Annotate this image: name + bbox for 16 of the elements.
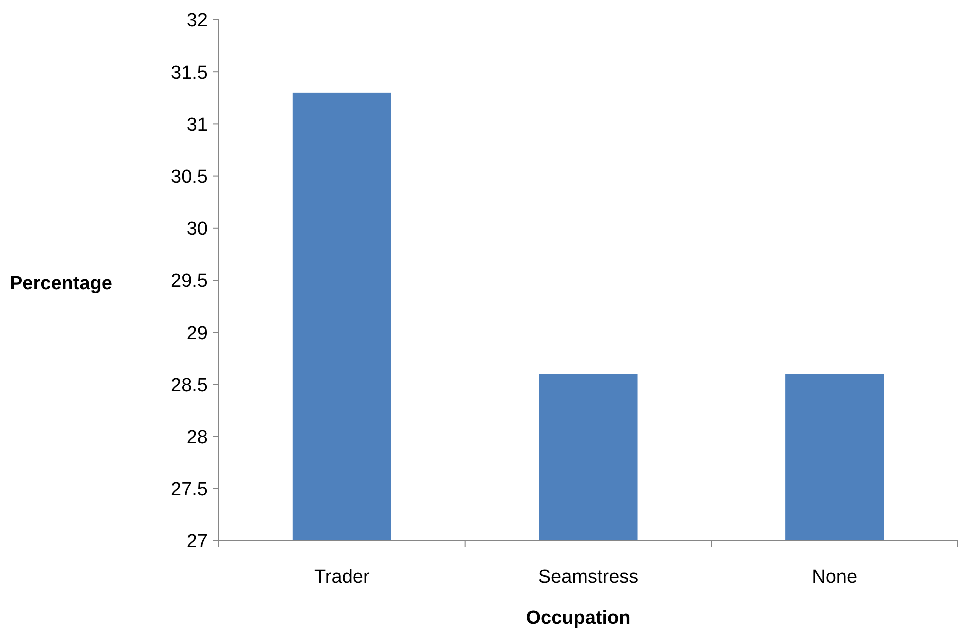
y-tick-label: 28: [186, 427, 208, 448]
y-tick-label: 31.5: [171, 62, 208, 84]
y-tick-label: 29.5: [171, 271, 208, 292]
y-tick-label: 31: [186, 114, 208, 136]
x-tick-label: Trader: [314, 567, 370, 588]
y-tick-label: 30: [186, 219, 208, 240]
x-tick-label: Seamstress: [538, 567, 639, 588]
y-tick-label: 28.5: [171, 375, 208, 396]
y-tick-label: 30.5: [171, 166, 208, 188]
x-tick-label: None: [812, 567, 858, 588]
y-axis-title: Percentage: [10, 274, 112, 294]
y-tick-label: 27: [186, 532, 208, 553]
y-tick-label: 29: [186, 323, 208, 344]
y-tick-label: 32: [186, 10, 208, 32]
x-axis-title: Occupation: [526, 608, 631, 629]
y-tick-label: 27.5: [171, 480, 208, 501]
